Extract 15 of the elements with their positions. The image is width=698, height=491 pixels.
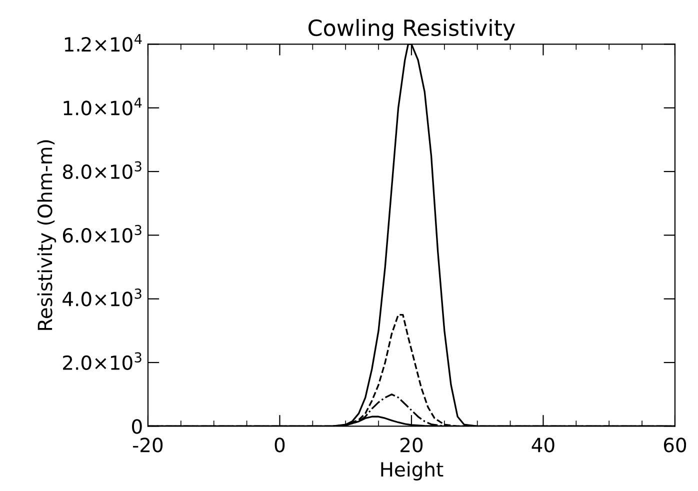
x-tick-label: -20 (133, 438, 163, 452)
x-tick-label: 20 (400, 438, 423, 452)
y-tick-label: 0 (132, 419, 142, 434)
y-tick-label: 1.0×10$^{4}$ (64, 98, 142, 116)
x-tick-label: 40 (532, 438, 554, 452)
y-tick-label: 6.0×10$^{3}$ (63, 224, 142, 243)
y-tick-label: 1.2×10$^{4}$ (64, 34, 142, 52)
x-tick-label: 0 (274, 438, 285, 452)
chart-title: Cowling Resistivity (308, 18, 516, 40)
x-tick-label: 60 (664, 438, 686, 452)
y-axis-title: Resistivity (Ohm-m) (37, 140, 56, 330)
y-tick-label: 4.0×10$^{3}$ (62, 288, 142, 306)
y-tick-label: 2.0×10$^{3}$ (63, 352, 142, 370)
x-axis-title: Height (381, 462, 444, 480)
y-tick-label: 8.0×10$^{3}$ (62, 161, 142, 180)
